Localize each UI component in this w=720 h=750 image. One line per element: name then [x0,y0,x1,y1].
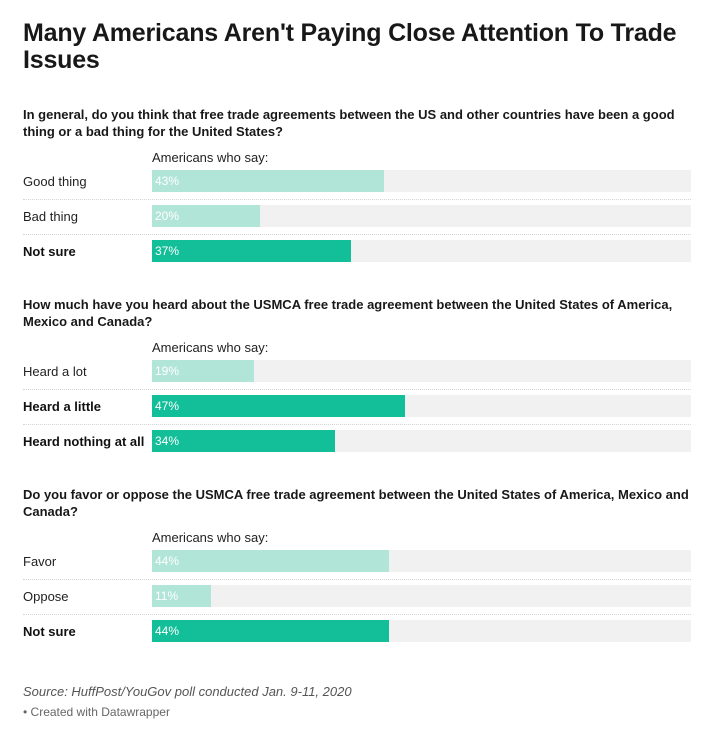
bar-row: Not sure 44% [23,614,691,649]
bar [152,430,336,452]
bar-category-label: Good thing [23,174,87,189]
bar [152,360,255,382]
bar-row: Heard a little 47% [23,389,691,425]
bar [152,205,260,227]
question-section-free-trade: In general, do you think that free trade… [23,106,698,271]
bar-category-label: Heard a little [23,399,102,414]
bar [152,550,390,572]
bar-row: Not sure 37% [23,234,691,269]
bar-category-label: Heard a lot [23,364,87,379]
bar-track: 43% [152,170,691,192]
question-text: In general, do you think that free trade… [23,107,675,139]
series-subheader: Americans who say: [152,340,269,355]
bar-row: Favor 44% [23,544,691,580]
bar-track: 34% [152,430,691,452]
bar-category-label: Bad thing [23,209,78,224]
bar-track: 19% [152,360,691,382]
bar-track: 44% [152,550,691,572]
bar-value-label: 20% [155,209,180,223]
bar-category-label: Oppose [23,589,69,604]
datawrapper-credit: • Created with Datawrapper [23,705,170,719]
bar-category-label: Not sure [23,624,76,639]
question-section-usmca-favor: Do you favor or oppose the USMCA free tr… [23,486,698,651]
bar-track: 37% [152,240,691,262]
bar-row: Heard a lot 19% [23,354,691,390]
bar-value-label: 47% [155,399,180,413]
bar-row: Bad thing 20% [23,199,691,235]
bar-row: Oppose 11% [23,579,691,615]
bar-track: 20% [152,205,691,227]
chart-title: Many Americans Aren't Paying Close Atten… [23,19,677,74]
bar-value-label: 43% [155,174,180,188]
bar [152,585,212,607]
bar-track: 47% [152,395,691,417]
question-section-usmca-heard: How much have you heard about the USMCA … [23,296,698,461]
source-note: Source: HuffPost/YouGov poll conducted J… [23,684,352,699]
bar-track: 11% [152,585,691,607]
bar-value-label: 19% [155,364,180,378]
bar [152,170,384,192]
bar-value-label: 44% [155,624,180,638]
bar [152,395,406,417]
bar-value-label: 34% [155,434,180,448]
bar [152,620,390,642]
bar-row: Heard nothing at all 34% [23,424,691,459]
bar-value-label: 37% [155,244,180,258]
bar-category-label: Not sure [23,244,76,259]
bar-track: 44% [152,620,691,642]
bar-category-label: Heard nothing at all [23,434,145,449]
bar-row: Good thing 43% [23,164,691,200]
bar-value-label: 44% [155,554,180,568]
series-subheader: Americans who say: [152,150,269,165]
question-text: Do you favor or oppose the USMCA free tr… [23,487,689,519]
bar-value-label: 11% [155,589,179,603]
bar [152,240,352,262]
series-subheader: Americans who say: [152,530,269,545]
question-text: How much have you heard about the USMCA … [23,297,673,329]
bar-category-label: Favor [23,554,57,569]
